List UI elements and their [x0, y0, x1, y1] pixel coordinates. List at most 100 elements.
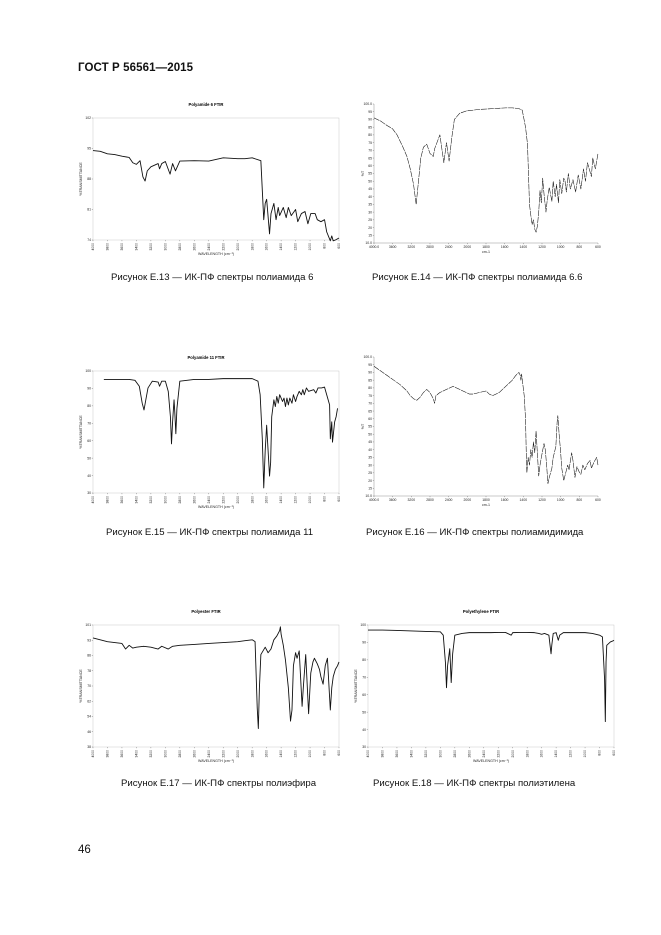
- x-tick-label: 1200: [538, 245, 546, 249]
- x-tick-label: 2600: [192, 496, 196, 504]
- x-tick-label: 1000: [308, 496, 312, 504]
- x-tick-label: 3600: [120, 496, 124, 504]
- x-tick-label: 4000: [91, 243, 95, 251]
- y-tick-label: 60: [368, 417, 372, 421]
- y-tick-label: 100.0: [364, 102, 373, 106]
- x-axis-label: WAVELENGTH (cm⁻¹): [473, 759, 509, 763]
- y-tick-label: 50: [368, 432, 372, 436]
- x-tick-label: 2400: [445, 498, 453, 502]
- spectrum-line: [368, 629, 615, 723]
- x-axis-label: WAVELENGTH (cm⁻¹): [198, 505, 234, 509]
- chart-title: Polyester FTIR: [191, 609, 220, 614]
- x-tick-label: 1200: [538, 498, 546, 502]
- y-tick-label: 70: [87, 684, 91, 688]
- y-tick-label: 80: [368, 386, 372, 390]
- y-tick-label: 95: [368, 110, 372, 114]
- x-tick-label: 3000: [438, 750, 442, 758]
- x-tick-label: 1800: [482, 498, 490, 502]
- x-tick-label: 3800: [106, 496, 110, 504]
- y-axis-label: %TRANSMITTANCE: [79, 415, 83, 449]
- x-tick-label: 2000: [236, 496, 240, 504]
- y-tick-label: 55: [368, 172, 372, 176]
- y-tick-label: 30: [362, 745, 366, 749]
- figure-polyamide-6-6: 100.0 95 90 85 80 75 70 65 60 55 50 45 40 35 30 25 20 15 1…: [352, 96, 614, 266]
- y-tick-label: 50: [362, 710, 366, 714]
- plot-frame: [367, 624, 615, 748]
- x-tick-label: 2000: [236, 750, 240, 758]
- y-tick-label: 65: [368, 409, 372, 413]
- x-tick-label: 800: [323, 750, 327, 756]
- x-tick-label: 600: [595, 245, 601, 249]
- plot-frame: [92, 117, 340, 241]
- x-tick-label: 1400: [520, 245, 528, 249]
- x-tick-label: 600: [595, 498, 601, 502]
- y-tick-label: 90: [368, 118, 372, 122]
- x-tick-label: 3600: [395, 750, 399, 758]
- y-tick-label: 45: [368, 187, 372, 191]
- x-tick-label: 1000: [308, 750, 312, 758]
- caption-polyamideimide: Рисунок Е.16 — ИК-ПФ спектры полиамидими…: [366, 527, 584, 538]
- x-tick-label: 3800: [381, 750, 385, 758]
- x-tick-label: 1600: [501, 498, 509, 502]
- x-tick-label: 1600: [265, 243, 269, 251]
- x-tick-label: 4000.0: [369, 498, 379, 502]
- y-tick-label: 101: [85, 623, 91, 627]
- x-tick-label: 3800: [106, 750, 110, 758]
- y-tick-label: 75: [368, 141, 372, 145]
- y-tick-label: 40: [368, 195, 372, 199]
- y-tick-label: 95: [87, 147, 91, 151]
- x-tick-label: 3200: [149, 496, 153, 504]
- y-axis-label: %TRANSMITTANCE: [79, 162, 83, 196]
- page-number: 46: [78, 844, 91, 856]
- x-tick-label: 600: [337, 496, 341, 502]
- x-tick-label: 2400: [207, 243, 211, 251]
- caption-polyethylene: Рисунок Е.18 — ИК-ПФ спектры полиэтилена: [373, 778, 576, 789]
- y-tick-label: 65: [368, 156, 372, 160]
- x-tick-label: 4000: [91, 496, 95, 504]
- x-axis-label: WAVELENGTH (cm⁻¹): [198, 759, 234, 763]
- x-tick-label: 600: [612, 750, 616, 756]
- y-tick-label: 100.0: [364, 355, 373, 359]
- x-tick-label: 2600: [192, 750, 196, 758]
- x-tick-label: 3400: [135, 750, 139, 758]
- y-tick-label: 85: [368, 378, 372, 382]
- x-tick-label: 1200: [569, 750, 573, 758]
- y-tick-label: 10.0: [365, 241, 372, 245]
- x-tick-label: 3400: [410, 750, 414, 758]
- document-code: ГОСТ Р 56561—2015: [78, 62, 194, 74]
- x-tick-label: 1800: [250, 496, 254, 504]
- spectrum-line: [92, 626, 340, 729]
- x-tick-label: 1000: [557, 498, 565, 502]
- x-tick-label: 3800: [106, 243, 110, 251]
- x-tick-label: 2800: [426, 245, 434, 249]
- x-tick-label: 800: [576, 245, 582, 249]
- y-tick-label: 62: [87, 699, 91, 703]
- y-tick-label: 20: [368, 479, 372, 483]
- chart-title: Polyamide 11 FTIR: [187, 355, 224, 360]
- x-tick-label: 3400: [135, 496, 139, 504]
- x-tick-label: 2800: [426, 498, 434, 502]
- x-tick-label: 1600: [265, 750, 269, 758]
- y-tick-label: 15: [368, 233, 372, 237]
- y-tick-label: 10.0: [365, 494, 372, 498]
- y-tick-label: 74: [87, 238, 91, 242]
- x-tick-label: 3000: [163, 243, 167, 251]
- y-tick-label: 90: [368, 371, 372, 375]
- x-tick-label: 3400: [135, 243, 139, 251]
- x-tick-label: 3000: [163, 750, 167, 758]
- x-tick-label: 2200: [221, 243, 225, 251]
- y-tick-label: 30: [368, 463, 372, 467]
- y-tick-label: 85: [368, 125, 372, 129]
- y-tick-label: 90: [87, 387, 91, 391]
- y-tick-label: 81: [87, 208, 91, 212]
- x-axis-label: cm-1: [482, 250, 490, 254]
- x-tick-label: 3200: [408, 498, 416, 502]
- caption-polyester: Рисунок Е.17 — ИК-ПФ спектры полиэфира: [121, 778, 317, 789]
- x-tick-label: 1400: [279, 243, 283, 251]
- y-tick-label: 70: [368, 149, 372, 153]
- y-tick-label: 40: [87, 474, 91, 478]
- x-tick-label: 2400: [482, 750, 486, 758]
- y-tick-label: 88: [87, 177, 91, 181]
